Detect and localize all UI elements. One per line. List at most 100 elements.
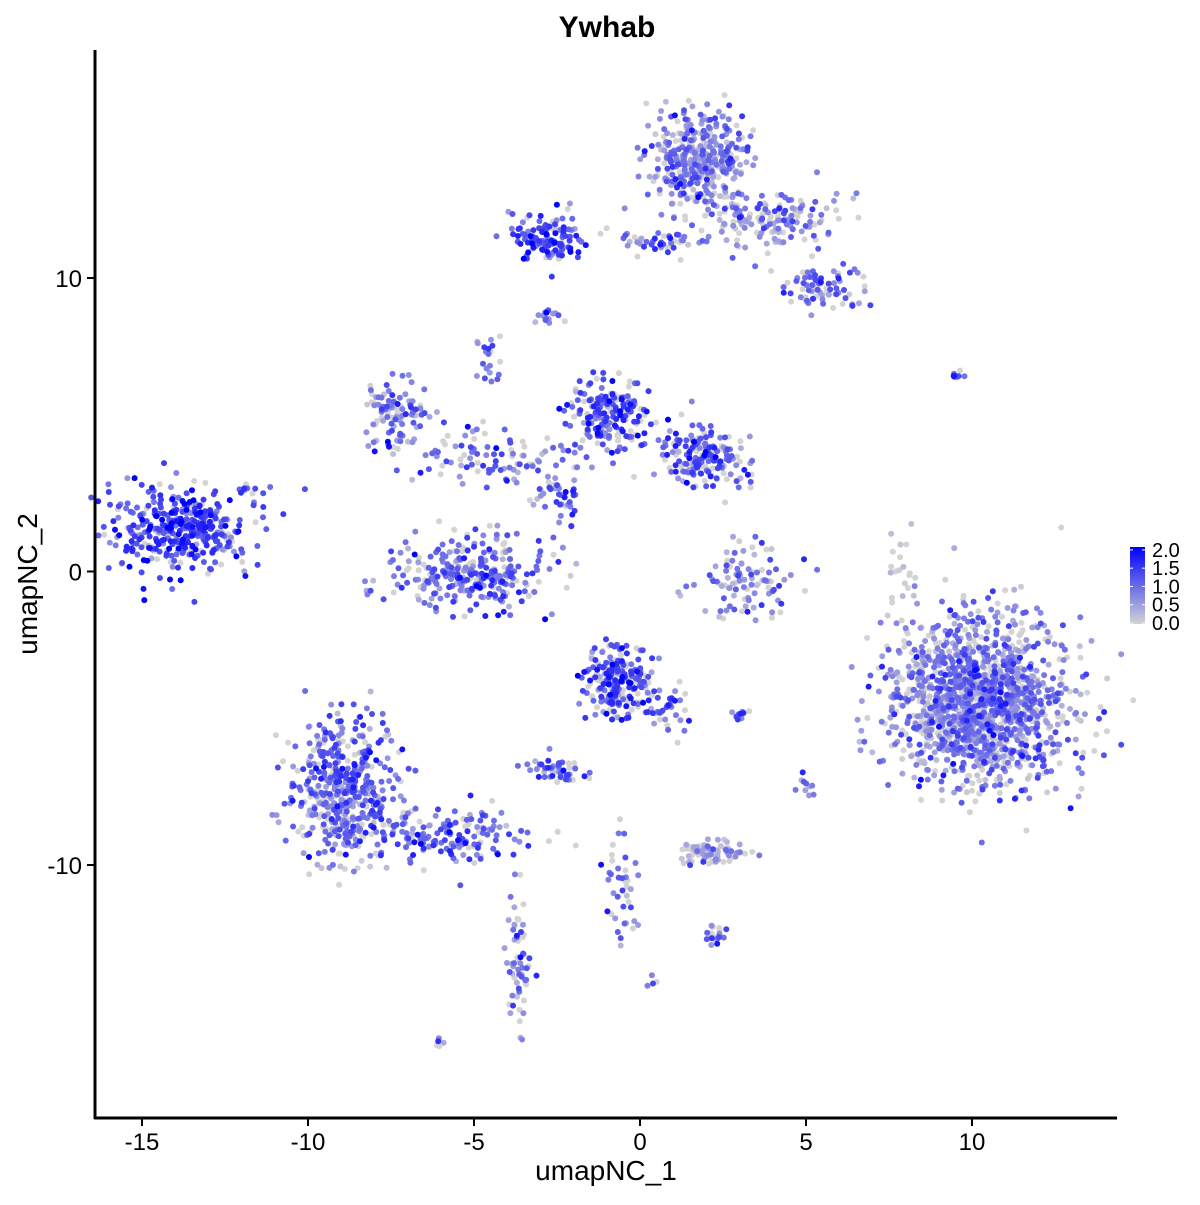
data-point — [417, 840, 424, 847]
data-point — [999, 710, 1006, 717]
data-point — [962, 694, 969, 701]
data-point — [990, 732, 997, 738]
data-point — [933, 757, 940, 763]
data-point — [537, 548, 544, 555]
data-point — [942, 729, 949, 736]
data-point — [394, 581, 401, 588]
data-point — [630, 925, 636, 932]
data-point — [497, 467, 504, 473]
data-point — [343, 808, 350, 815]
data-point — [479, 540, 486, 547]
data-point — [758, 539, 765, 546]
data-point — [447, 459, 454, 466]
data-point — [168, 552, 175, 559]
data-point — [530, 501, 537, 508]
data-point — [699, 117, 706, 124]
data-point — [554, 779, 561, 786]
data-point — [916, 723, 923, 730]
data-point — [486, 362, 493, 369]
data-point — [994, 619, 1001, 626]
data-point — [621, 830, 628, 837]
data-point — [667, 235, 674, 242]
data-point — [1058, 524, 1065, 531]
data-point — [543, 231, 550, 238]
data-point — [1002, 700, 1009, 707]
data-point — [745, 597, 752, 604]
data-point — [334, 750, 341, 757]
data-point — [975, 608, 982, 615]
data-point — [411, 551, 418, 558]
data-point — [414, 831, 421, 838]
data-point — [597, 685, 604, 692]
data-point — [437, 848, 444, 855]
data-point — [931, 749, 938, 756]
data-point — [508, 225, 515, 232]
data-point — [159, 516, 166, 523]
data-point — [567, 248, 574, 255]
data-point — [681, 166, 688, 173]
data-point — [683, 437, 690, 444]
data-point — [897, 541, 904, 548]
data-point — [367, 688, 374, 695]
data-point — [477, 817, 484, 824]
data-point — [639, 647, 646, 654]
data-point — [737, 161, 744, 168]
data-point — [115, 503, 122, 510]
data-point — [961, 615, 967, 622]
data-point — [722, 434, 728, 441]
data-point — [295, 828, 302, 835]
data-point — [594, 430, 601, 437]
data-point — [674, 118, 681, 125]
data-point — [334, 803, 341, 810]
data-point — [151, 499, 157, 506]
data-point — [490, 845, 497, 852]
data-point — [849, 302, 856, 309]
data-point — [802, 787, 809, 794]
data-point — [991, 754, 998, 761]
data-point — [138, 481, 145, 488]
data-point — [726, 585, 733, 592]
data-point — [669, 171, 676, 178]
data-point — [627, 401, 634, 408]
data-point — [674, 739, 681, 746]
data-point — [735, 484, 742, 491]
data-point — [675, 475, 682, 482]
data-point — [536, 486, 543, 492]
data-point — [467, 607, 474, 614]
data-point — [305, 778, 311, 785]
data-point — [417, 469, 424, 476]
data-point — [353, 719, 360, 725]
data-point — [236, 522, 243, 529]
data-point — [923, 742, 930, 749]
data-point — [1064, 720, 1070, 726]
data-point — [505, 917, 512, 924]
data-point — [167, 576, 173, 583]
data-point — [532, 758, 539, 765]
data-point — [807, 218, 814, 225]
data-point — [402, 539, 409, 546]
data-point — [464, 423, 471, 430]
data-point — [565, 760, 572, 767]
data-point — [728, 848, 735, 855]
data-point — [678, 855, 685, 862]
data-point — [426, 413, 433, 420]
data-point — [474, 340, 481, 347]
data-point — [1058, 702, 1065, 709]
data-point — [521, 231, 528, 238]
data-point — [708, 942, 715, 948]
data-point — [420, 561, 427, 568]
data-point — [572, 765, 579, 772]
data-point — [734, 565, 741, 572]
data-point — [699, 237, 706, 244]
data-point — [758, 602, 765, 609]
data-point — [906, 736, 913, 743]
data-point — [897, 554, 904, 561]
data-point — [619, 887, 626, 894]
data-point — [781, 576, 788, 583]
data-point — [480, 360, 486, 367]
data-point — [960, 735, 967, 741]
data-point — [252, 485, 259, 492]
data-point — [710, 578, 717, 585]
data-point — [985, 623, 992, 630]
data-point — [203, 542, 210, 549]
